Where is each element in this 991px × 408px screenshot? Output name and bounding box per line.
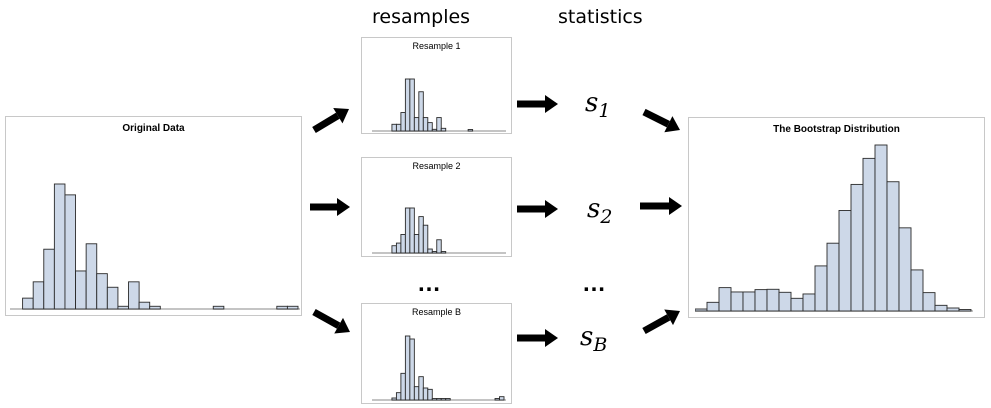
bootstrap-title: The Bootstrap Distribution [773, 124, 900, 135]
arrow-icon [640, 197, 682, 215]
arrow-icon [642, 309, 680, 335]
histogram-bar [445, 398, 451, 401]
resample-1-title: Resample 1 [412, 41, 461, 51]
histogram-bar [418, 91, 424, 132]
histogram-bar [427, 388, 433, 401]
arrow-icon [312, 107, 349, 134]
stat-symbol: s [587, 194, 601, 224]
arrow-icon [517, 329, 558, 347]
histogram-bar [427, 248, 433, 254]
stat-symbol: s [580, 322, 594, 352]
arrow-icon [517, 200, 558, 218]
resample-b-histogram [372, 335, 506, 401]
bootstrap-panel: The Bootstrap Distribution [688, 117, 985, 318]
histogram-bar [409, 338, 415, 401]
resample-b-panel: Resample B [361, 303, 512, 404]
bootstrap-histogram [695, 144, 973, 312]
statistic-sB: sB [580, 322, 607, 356]
histogram-bar [467, 129, 474, 132]
statistics-ellipsis: … [582, 270, 606, 297]
histogram-bar [910, 269, 924, 312]
arrow-icon [312, 308, 350, 334]
statistics-heading: statistics [558, 6, 643, 28]
stat-symbol: s [585, 88, 599, 118]
histogram-bar [440, 251, 447, 254]
resample-1-panel: Resample 1 [361, 37, 512, 134]
histogram-bar [427, 122, 433, 132]
resample-2-panel: Resample 2 [361, 157, 512, 257]
stat-subscript: 2 [600, 206, 613, 228]
statistic-s2: s2 [587, 194, 612, 228]
stat-subscript: 1 [598, 100, 611, 122]
arrow-icon [517, 95, 558, 113]
histogram-bar [106, 286, 119, 310]
histogram-bar [409, 207, 415, 254]
histogram-bar [138, 301, 151, 310]
resample-b-title: Resample B [411, 307, 462, 317]
histogram-bar [286, 305, 299, 310]
histogram-bar [898, 227, 912, 312]
resamples-ellipsis: … [417, 270, 441, 297]
histogram-bar [499, 396, 505, 401]
resample-2-title: Resample 2 [412, 161, 461, 171]
stat-subscript: B [593, 334, 608, 356]
arrow-icon [642, 108, 680, 133]
statistic-s1: s1 [585, 88, 610, 122]
histogram-bar [958, 309, 972, 312]
histogram-bar [409, 78, 415, 132]
histogram-bar [128, 281, 140, 310]
resamples-heading: resamples [372, 6, 471, 28]
resample-2-histogram [372, 207, 506, 254]
histogram-bar [436, 117, 442, 132]
histogram-bar [64, 194, 77, 310]
resample-1-histogram [372, 78, 506, 132]
histogram-bar [440, 127, 447, 132]
original-data-panel: Original Data [5, 116, 302, 316]
histogram-bar [212, 305, 225, 310]
original-data-title: Original Data [122, 123, 185, 134]
histogram-bar [436, 239, 442, 254]
original-histogram [10, 183, 300, 310]
histogram-bar [149, 305, 161, 310]
histogram-bar [422, 224, 429, 254]
arrow-icon [310, 198, 350, 216]
histogram-bar [922, 292, 936, 312]
